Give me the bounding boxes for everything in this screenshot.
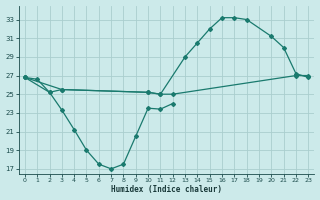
X-axis label: Humidex (Indice chaleur): Humidex (Indice chaleur)	[111, 185, 222, 194]
